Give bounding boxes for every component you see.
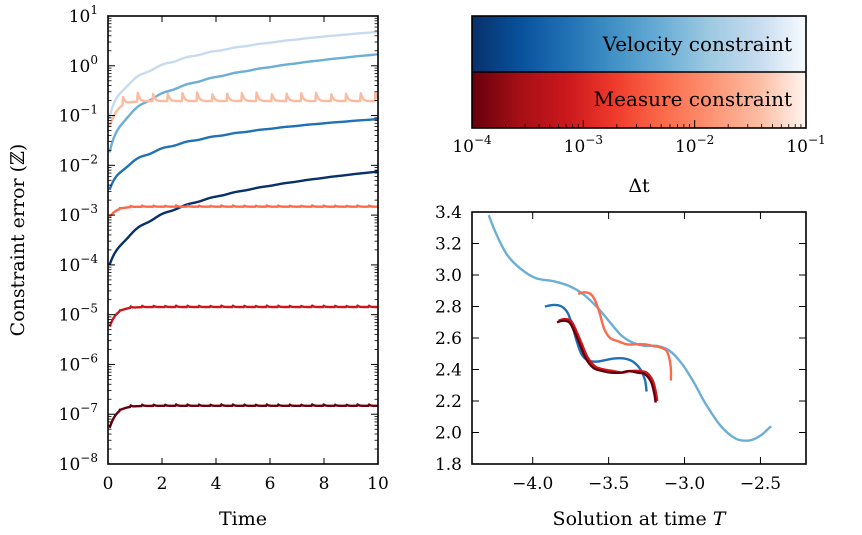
left-y-tick-label-exponent: −6 (80, 351, 98, 365)
left-y-tick-label: 10−2 (59, 152, 98, 176)
right-x-axis-label: Solution at time T (553, 508, 727, 530)
left-y-tick-label: 10−5 (59, 302, 98, 326)
right-plot-frame (471, 211, 807, 465)
right-y-tick-label: 2.6 (435, 329, 462, 349)
right-x-tick-label: −3.5 (588, 474, 629, 494)
left-y-tick-label: 10−3 (59, 202, 98, 226)
series-velocity-line (108, 170, 378, 266)
colorbar-axis: 10−4 10−3 10−2 10−1 (452, 120, 826, 157)
left-axes: 0 2 4 6 8 1010−810−710−610−510−410−310−210−11… (59, 3, 389, 494)
left-y-tick-label-base: 10 (59, 156, 81, 176)
colorbar-tick-label-exponent: −1 (808, 133, 826, 147)
dt-colorbar: Velocity constraint Measure constraint 1… (452, 15, 826, 197)
series-measure-line (108, 91, 378, 127)
solution-curve (577, 291, 673, 381)
series-measure-line (108, 204, 378, 218)
colorbar-tick-label-exponent: −4 (474, 133, 492, 147)
left-x-tick-label: 10 (367, 474, 389, 494)
left-y-tick-label-exponent: −5 (80, 302, 98, 316)
solution-curve (556, 319, 657, 403)
series-velocity-line (108, 53, 378, 153)
right-y-tick-label: 3.0 (435, 266, 462, 286)
colorbar-axis-label: Δt (628, 175, 650, 197)
right-x-tick-label: −4.0 (512, 474, 553, 494)
left-x-tick-label: 2 (157, 474, 168, 494)
left-y-tick-label: 10−4 (59, 252, 99, 276)
colorbar-tick-label-base: 10 (786, 137, 808, 157)
series-measure-line (108, 304, 378, 327)
left-x-tick-label: 0 (103, 474, 114, 494)
left-y-tick-label-exponent: −7 (80, 401, 98, 415)
colorbar-tick-label: 10−3 (564, 133, 603, 157)
right-y-tick-label: 3.4 (435, 203, 462, 223)
time-variable: T (713, 508, 727, 530)
left-y-tick-label-exponent: −3 (80, 202, 98, 216)
left-y-tick-label-exponent: −4 (80, 252, 98, 266)
left-y-tick-label-exponent: 0 (90, 53, 98, 67)
colorbar-velocity-label: Velocity constraint (602, 32, 792, 56)
left-y-tick-label: 10−1 (59, 103, 98, 127)
left-y-tick-label-exponent: 1 (90, 3, 98, 17)
left-y-tick-label-base: 10 (59, 256, 81, 276)
colorbar-frame (471, 15, 807, 129)
right-x-tick-label: −3.0 (664, 474, 705, 494)
colorbar-tick-label-exponent: −2 (697, 133, 715, 147)
left-y-tick-label-base: 10 (69, 7, 91, 27)
right-y-tick-label: 1.8 (435, 455, 462, 475)
series-measure-line (108, 403, 378, 429)
colorbar-tick-label: 10−2 (675, 133, 714, 157)
right-axes: −4.0 −3.5 −3.0 −2.5 1.8 2.0 2.2 2.4 2.6 2.8 3.0 3.2… (435, 203, 806, 494)
left-y-tick-label-base: 10 (59, 355, 81, 375)
left-x-tick-label: 4 (211, 474, 222, 494)
right-y-tick-label: 2.4 (435, 361, 462, 381)
colorbar-measure-label: Measure constraint (594, 87, 792, 111)
right-y-tick-label: 2.2 (435, 392, 462, 412)
left-y-tick-label-base: 10 (59, 206, 81, 226)
left-y-tick-label-base: 10 (59, 405, 81, 425)
right-x-tick-label: −2.5 (740, 474, 781, 494)
colorbar-tick-label: 10−4 (452, 133, 492, 157)
left-y-tick-label: 10−8 (59, 451, 98, 475)
left-x-axis-label: Time (219, 508, 267, 530)
constraint-error-chart: 0 2 4 6 8 1010−810−710−610−510−410−310−210−11… (7, 3, 389, 530)
colorbar-tick-label: 10−1 (786, 133, 825, 157)
left-x-tick-label: 6 (265, 474, 276, 494)
series-velocity-line (108, 117, 378, 191)
solution-curve (487, 214, 772, 442)
right-y-tick-label: 3.2 (435, 235, 462, 255)
colorbar-measure (472, 72, 806, 128)
solution-series-group (487, 214, 772, 442)
solution-chart: −4.0 −3.5 −3.0 −2.5 1.8 2.0 2.2 2.4 2.6 2.8 3.0 3.2… (435, 203, 807, 530)
left-y-tick-label: 10−7 (59, 401, 98, 425)
left-y-tick-label-base: 10 (59, 306, 81, 326)
colorbar-tick-label-base: 10 (452, 137, 474, 157)
colorbar-velocity (472, 16, 806, 72)
left-plot-frame (107, 15, 379, 465)
series-velocity-line (108, 30, 378, 118)
left-y-tick-label: 100 (69, 53, 98, 77)
colorbar-tick-label-base: 10 (564, 137, 586, 157)
left-y-tick-label: 10−6 (59, 351, 98, 375)
colorbar-tick-label-exponent: −3 (585, 133, 603, 147)
left-y-tick-label-exponent: −1 (80, 103, 98, 117)
left-x-tick-label: 8 (319, 474, 330, 494)
left-y-axis-label: Constraint error (ℤ) (7, 144, 29, 337)
solution-curve (558, 317, 659, 402)
left-y-tick-label-base: 10 (69, 57, 91, 77)
left-y-tick-label-base: 10 (59, 107, 81, 127)
left-y-tick-label-exponent: −8 (80, 451, 98, 465)
constraint-error-series-group (108, 30, 378, 429)
right-y-tick-label: 2.8 (435, 298, 462, 318)
left-y-tick-label-exponent: −2 (80, 152, 98, 166)
left-y-tick-label: 101 (69, 3, 98, 27)
solution-curve (544, 303, 648, 392)
colorbar-tick-label-base: 10 (675, 137, 697, 157)
right-y-tick-label: 2.0 (435, 424, 462, 444)
left-y-tick-label-base: 10 (59, 455, 81, 475)
